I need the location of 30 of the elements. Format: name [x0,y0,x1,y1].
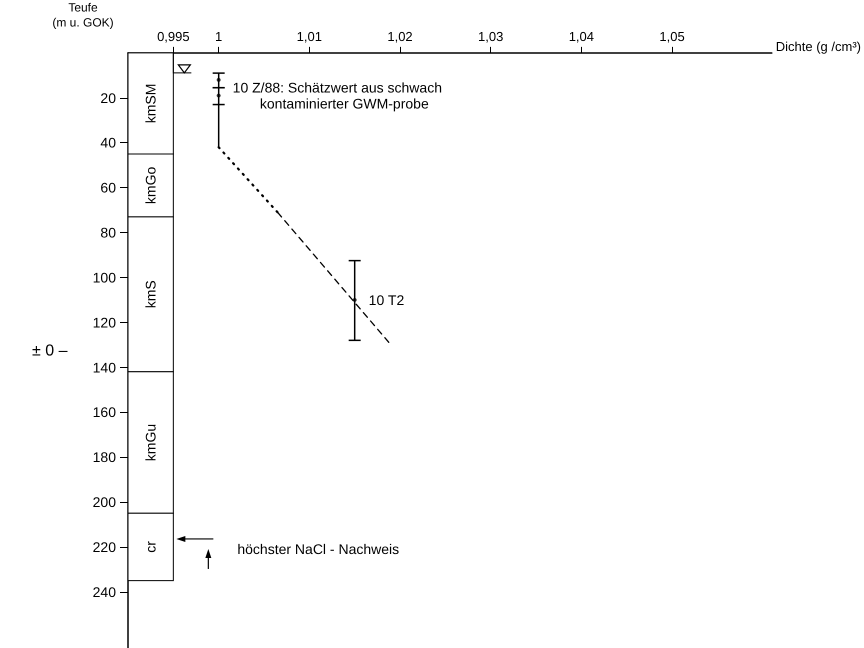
y-tick-label: 180 [92,449,116,466]
y-tick-label: 140 [92,359,116,376]
x-tick-label: 0,995 [157,28,190,44]
y-tick-label: 240 [92,584,116,600]
x-tick-label: 1,03 [478,28,504,44]
y-axis-title: Teufe (m u. GOK) [52,0,114,30]
x-tick-label: 1,01 [296,28,322,44]
band-label: kmS [142,280,159,308]
band-label: kmSM [142,84,159,124]
band-label: kmGo [142,166,159,204]
annotation: höchster NaCl - Nachweis [237,540,400,557]
y-tick-label: 160 [92,404,116,420]
band-label: kmGu [142,424,159,462]
y-tick-label: 60 [100,180,116,196]
x-tick-label: 1,05 [659,28,685,44]
band-label: cr [142,540,159,553]
annotation: 10 Z/88: Schätzwert aus schwach kontaminierter GWM-probe [232,80,442,112]
y-tick-label: 40 [100,134,116,151]
y-tick-label: 20 [100,90,116,106]
x-tick-label: 1,04 [568,28,594,44]
y-tick-label: 220 [92,538,116,555]
y-tick-label: 200 [92,494,116,510]
text: ± 0 – [32,342,68,360]
annotation: 10 T2 [368,292,404,308]
x-tick-label: 1 [215,28,222,44]
x-tick-label: 1,02 [387,28,413,44]
y-tick-label: 120 [92,314,116,330]
y-tick-label: 80 [100,224,116,241]
y-tick-label: 100 [92,269,116,286]
x-axis-title: Dichte (g /cm³) [776,38,862,54]
